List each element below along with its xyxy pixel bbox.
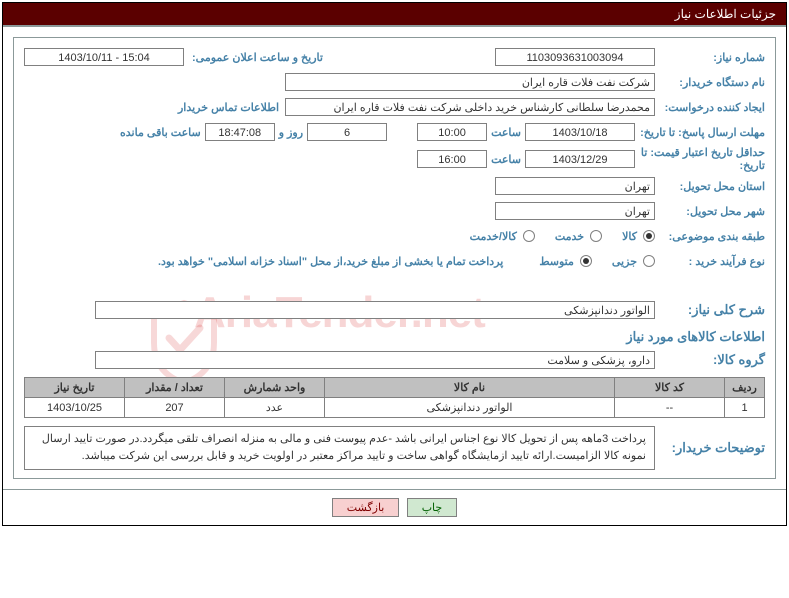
announce-label: تاریخ و ساعت اعلان عمومی: <box>188 51 323 64</box>
th-code: کد کالا <box>615 378 725 398</box>
general-desc-label: شرح کلی نیاز: <box>655 302 765 318</box>
need-number-value: 1103093631003094 <box>495 48 655 66</box>
delivery-province-label: استان محل تحویل: <box>655 180 765 193</box>
buyer-org-label: نام دستگاه خریدار: <box>655 76 765 89</box>
requester-label: ایجاد کننده درخواست: <box>655 101 765 114</box>
announce-value: 1403/10/11 - 15:04 <box>24 48 184 66</box>
radio-kala-khedmat-label: کالا/خدمت <box>470 230 517 243</box>
buyer-notes-value: پرداخت 3ماهه پس از تحویل کالا نوع اجناس … <box>24 426 655 470</box>
back-button[interactable]: بازگشت <box>332 498 400 517</box>
general-desc-value: الواتور دندانپزشکی <box>95 301 655 319</box>
days-and-label: روز و <box>275 126 307 139</box>
radio-khedmat[interactable] <box>590 230 602 242</box>
delivery-province-value: تهران <box>495 177 655 195</box>
process-type-label: نوع فرآیند خرید : <box>655 255 765 268</box>
delivery-city-value: تهران <box>495 202 655 220</box>
response-time: 10:00 <box>417 123 487 141</box>
goods-table: ردیف کد کالا نام کالا واحد شمارش تعداد /… <box>24 377 765 418</box>
header-title: جزئیات اطلاعات نیاز <box>3 3 786 27</box>
payment-note: پرداخت تمام یا بخشی از مبلغ خرید،از محل … <box>158 255 523 268</box>
print-button[interactable]: چاپ <box>407 498 458 517</box>
remaining-label: ساعت باقی مانده <box>116 126 205 139</box>
buyer-notes-label: توضیحات خریدار: <box>655 426 765 456</box>
goods-group-value: دارو، پزشکی و سلامت <box>95 351 655 369</box>
radio-jozei-label: جزیی <box>612 255 637 268</box>
contact-link[interactable]: اطلاعات تماس خریدار <box>178 101 279 114</box>
time-label-1: ساعت <box>487 126 525 139</box>
need-number-label: شماره نیاز: <box>655 51 765 64</box>
table-header-row: ردیف کد کالا نام کالا واحد شمارش تعداد /… <box>25 378 765 398</box>
time-label-2: ساعت <box>487 153 525 166</box>
category-label: طبقه بندی موضوعی: <box>655 230 765 243</box>
goods-section-title: اطلاعات کالاهای مورد نیاز <box>24 329 765 345</box>
th-unit: واحد شمارش <box>225 378 325 398</box>
countdown-time: 18:47:08 <box>205 123 275 141</box>
cell-date: 1403/10/25 <box>25 398 125 418</box>
radio-kala-khedmat[interactable] <box>523 230 535 242</box>
cell-row: 1 <box>725 398 765 418</box>
th-name: نام کالا <box>325 378 615 398</box>
th-qty: تعداد / مقدار <box>125 378 225 398</box>
goods-group-label: گروه کالا: <box>655 352 765 368</box>
radio-kala-label: کالا <box>622 230 637 243</box>
price-validity-time: 16:00 <box>417 150 487 168</box>
response-date: 1403/10/18 <box>525 123 635 141</box>
cell-code: -- <box>615 398 725 418</box>
cell-unit: عدد <box>225 398 325 418</box>
radio-kala[interactable] <box>643 230 655 242</box>
radio-motevaset[interactable] <box>580 255 592 267</box>
table-row: 1 -- الواتور دندانپزشکی عدد 207 1403/10/… <box>25 398 765 418</box>
buyer-org-value: شرکت نفت فلات قاره ایران <box>285 73 655 91</box>
radio-khedmat-label: خدمت <box>555 230 584 243</box>
delivery-city-label: شهر محل تحویل: <box>655 205 765 218</box>
requester-value: محمدرضا سلطانی کارشناس خرید داخلی شرکت ن… <box>285 98 655 116</box>
radio-jozei[interactable] <box>643 255 655 267</box>
price-validity-date: 1403/12/29 <box>525 150 635 168</box>
th-date: تاریخ نیاز <box>25 378 125 398</box>
cell-qty: 207 <box>125 398 225 418</box>
th-row: ردیف <box>725 378 765 398</box>
price-validity-label: حداقل تاریخ اعتبار قیمت: تا تاریخ: <box>635 146 765 172</box>
response-deadline-label: مهلت ارسال پاسخ: تا تاریخ: <box>635 126 765 139</box>
days-value: 6 <box>307 123 387 141</box>
cell-name: الواتور دندانپزشکی <box>325 398 615 418</box>
radio-motevaset-label: متوسط <box>539 255 574 268</box>
